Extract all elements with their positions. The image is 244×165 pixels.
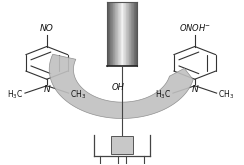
Bar — [112, 2, 113, 66]
Bar — [122, 2, 123, 66]
Bar — [133, 2, 134, 66]
Bar — [112, 2, 114, 66]
Bar — [126, 2, 127, 66]
Text: CH$_3$: CH$_3$ — [218, 88, 234, 101]
Bar — [111, 136, 133, 154]
Bar — [124, 2, 125, 66]
Bar — [127, 2, 128, 66]
Bar — [132, 2, 133, 66]
Bar — [125, 2, 126, 66]
Text: N: N — [43, 85, 50, 94]
Bar — [129, 2, 130, 66]
Bar — [128, 2, 129, 66]
Bar — [121, 2, 122, 66]
Text: CH$_3$: CH$_3$ — [70, 88, 86, 101]
Bar — [113, 2, 114, 66]
Bar — [110, 2, 111, 66]
Bar — [132, 2, 133, 66]
Bar — [111, 2, 112, 66]
Bar — [118, 2, 120, 66]
Bar — [118, 2, 119, 66]
Bar — [108, 2, 109, 66]
Bar — [114, 2, 115, 66]
Text: OH: OH — [112, 83, 125, 92]
Bar — [134, 2, 135, 66]
Text: N: N — [191, 85, 198, 94]
Bar — [121, 2, 122, 66]
Bar — [109, 2, 110, 66]
Polygon shape — [49, 54, 193, 118]
Bar — [120, 2, 121, 66]
Bar — [115, 2, 117, 66]
Text: NO: NO — [40, 24, 54, 33]
Bar — [115, 2, 116, 66]
Bar — [136, 2, 137, 66]
Bar — [134, 2, 136, 66]
Text: H$_3$C: H$_3$C — [155, 88, 172, 101]
Bar — [123, 2, 124, 66]
Text: ONOH$^{-}$: ONOH$^{-}$ — [179, 22, 211, 33]
Bar — [110, 2, 112, 66]
Bar — [116, 2, 117, 66]
Bar — [119, 2, 120, 66]
Bar — [130, 2, 131, 66]
Text: H$_3$C: H$_3$C — [7, 88, 24, 101]
Bar — [123, 2, 125, 66]
Bar — [131, 2, 132, 66]
Bar — [107, 2, 109, 66]
Bar — [126, 2, 128, 66]
Bar — [117, 2, 118, 66]
Bar — [135, 2, 136, 66]
Bar — [129, 2, 131, 66]
